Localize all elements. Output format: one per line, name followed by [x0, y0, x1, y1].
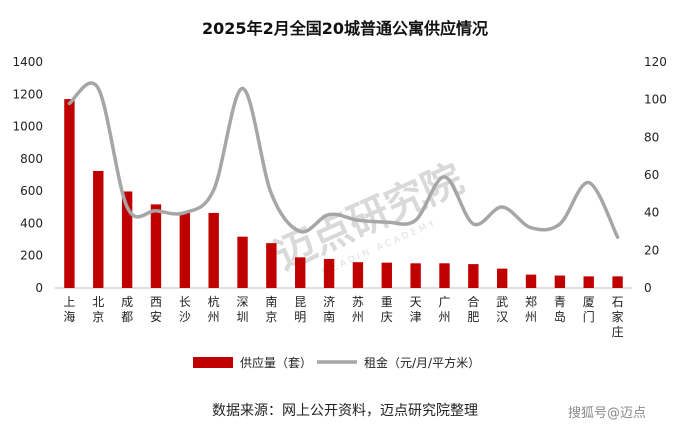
y-left-tick-label: 1400 [12, 55, 43, 69]
y-right-tick-label: 100 [644, 93, 667, 107]
chart-title: 2025年2月全国20城普通公寓供应情况 [202, 19, 488, 38]
category-label: 深圳 [237, 295, 249, 324]
bar-series [64, 99, 623, 288]
category-label: 合肥 [467, 294, 479, 324]
category-label: 郑州 [525, 294, 537, 324]
category-label: 广州 [438, 295, 450, 324]
category-label: 北京 [92, 295, 104, 324]
bar [266, 243, 277, 288]
category-label: 武汉 [496, 295, 508, 324]
category-label: 济南 [323, 294, 335, 324]
bar [381, 262, 392, 288]
y-right-tick-label: 0 [644, 281, 652, 295]
category-label: 杭州 [208, 294, 220, 324]
bar [612, 276, 623, 288]
bar [121, 191, 133, 288]
bar [179, 212, 191, 288]
y-left-tick-label: 0 [35, 281, 43, 295]
legend-line-label: 租金（元/月/平方米） [364, 355, 480, 370]
bar [150, 204, 162, 288]
y-right-tick-label: 120 [644, 55, 667, 69]
source-note: 数据来源：网上公开资料，迈点研究院整理 [212, 403, 478, 419]
bar [525, 274, 537, 288]
legend-bar-swatch [193, 357, 233, 368]
category-label: 厦门 [583, 295, 595, 324]
bar [554, 275, 566, 288]
category-label: 昆明 [294, 295, 306, 324]
category-label: 天津 [410, 295, 422, 324]
category-label: 苏州 [352, 295, 364, 324]
category-label: 西安 [150, 295, 162, 324]
category-label: 石家庄 [612, 295, 624, 339]
y-left-tick-label: 1000 [12, 120, 43, 134]
bar [496, 268, 508, 288]
category-label: 成都 [121, 295, 133, 324]
bar [295, 257, 306, 288]
y-left-tick-label: 800 [20, 152, 43, 166]
y-right-tick-label: 20 [644, 243, 659, 257]
right-axis: 0 20 40 60 80 100 120 [644, 55, 667, 295]
y-left-tick-label: 400 [20, 216, 43, 230]
y-left-tick-label: 1200 [12, 87, 43, 101]
rent-line-series [67, 81, 620, 239]
category-labels: 上海北京成都西安长沙杭州深圳南京昆明济南苏州重庆天津广州合肥武汉郑州青岛厦门石家… [63, 294, 623, 339]
y-left-tick-label: 200 [20, 249, 43, 263]
category-label: 长沙 [179, 295, 191, 324]
bar [583, 276, 594, 288]
y-right-tick-label: 40 [644, 206, 659, 220]
bar [352, 262, 364, 288]
bar [237, 236, 248, 288]
category-label: 上海 [63, 295, 75, 324]
bar [410, 263, 421, 288]
category-label: 青岛 [554, 295, 566, 324]
bar [323, 258, 335, 288]
y-left-tick-label: 600 [20, 184, 43, 198]
bar [439, 263, 450, 288]
bar [468, 264, 479, 288]
bar [208, 212, 219, 288]
bar [93, 170, 104, 288]
legend-bar-label: 供应量（套） [240, 355, 312, 370]
y-right-tick-label: 80 [644, 130, 659, 144]
brand-tag: 搜狐号@迈点 [568, 406, 646, 421]
y-right-tick-label: 60 [644, 168, 659, 182]
left-axis: 0 200 400 600 800 1000 1200 1400 [12, 55, 43, 295]
legend: 供应量（套） 租金（元/月/平方米） [193, 355, 480, 370]
category-label: 重庆 [381, 295, 393, 324]
category-label: 南京 [265, 294, 277, 324]
bar [64, 99, 75, 288]
